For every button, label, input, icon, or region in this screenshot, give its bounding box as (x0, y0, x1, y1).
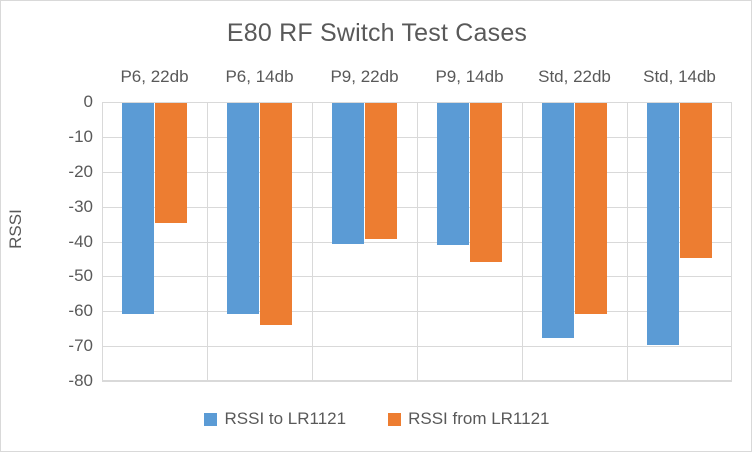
y-tick-label-6: -60 (68, 301, 93, 321)
chart-legend: RSSI to LR1121 RSSI from LR1121 (1, 409, 752, 429)
bar-1-4[interactable] (574, 102, 608, 315)
bar-0-2[interactable] (331, 102, 365, 244)
bar-1-1[interactable] (259, 102, 293, 326)
category-label-5: Std, 14db (643, 67, 716, 86)
category-label-2: P9, 22db (330, 67, 399, 86)
category-label-0: P6, 22db (120, 67, 189, 86)
gridline-vertical-2 (312, 102, 313, 381)
y-tick-label-7: -70 (68, 336, 93, 356)
category-axis-labels: P6, 22db P6, 14db P9, 22db P9, 14db Std, 22d… (102, 67, 732, 93)
bar-1-5[interactable] (679, 102, 713, 259)
legend-item-1[interactable]: RSSI from LR1121 (388, 409, 550, 429)
y-axis-tick-labels: 0 -10 -20 -30 -40 -50 -60 -70 -80 (23, 92, 93, 390)
bar-1-2[interactable] (364, 102, 398, 239)
y-tick-label-8: -80 (68, 371, 93, 390)
bar-1-3[interactable] (469, 102, 503, 262)
y-tick-label-5: -50 (68, 266, 93, 286)
bar-1-0[interactable] (154, 102, 188, 224)
gridline-vertical-5 (627, 102, 628, 381)
bar-0-0[interactable] (121, 102, 155, 314)
y-tick-label-1: -10 (68, 126, 93, 146)
legend-item-0[interactable]: RSSI to LR1121 (204, 409, 346, 429)
gridline-vertical-3 (417, 102, 418, 381)
category-label-4: Std, 22db (538, 67, 611, 86)
bar-0-1[interactable] (226, 102, 260, 315)
bar-0-5[interactable] (646, 102, 680, 346)
y-tick-label-2: -20 (68, 161, 93, 181)
chart-title: E80 RF Switch Test Cases (226, 19, 528, 47)
gridline-vertical-4 (522, 102, 523, 381)
legend-swatch-icon-1 (388, 412, 402, 426)
y-tick-label-0: 0 (83, 92, 93, 111)
bar-0-4[interactable] (541, 102, 575, 339)
plot-border (102, 102, 732, 381)
y-tick-label-4: -40 (68, 231, 93, 251)
legend-swatch-icon-0 (204, 412, 218, 426)
category-label-1: P6, 14db (225, 67, 294, 86)
bar-0-3[interactable] (436, 102, 470, 245)
gridline-horizontal-8 (102, 381, 732, 382)
gridline-vertical-1 (207, 102, 208, 381)
legend-label-1: RSSI from LR1121 (408, 409, 550, 428)
category-label-3: P9, 14db (435, 67, 504, 86)
y-tick-label-3: -30 (68, 196, 93, 216)
legend-label-0: RSSI to LR1121 (224, 409, 347, 428)
plot-area (102, 102, 732, 382)
